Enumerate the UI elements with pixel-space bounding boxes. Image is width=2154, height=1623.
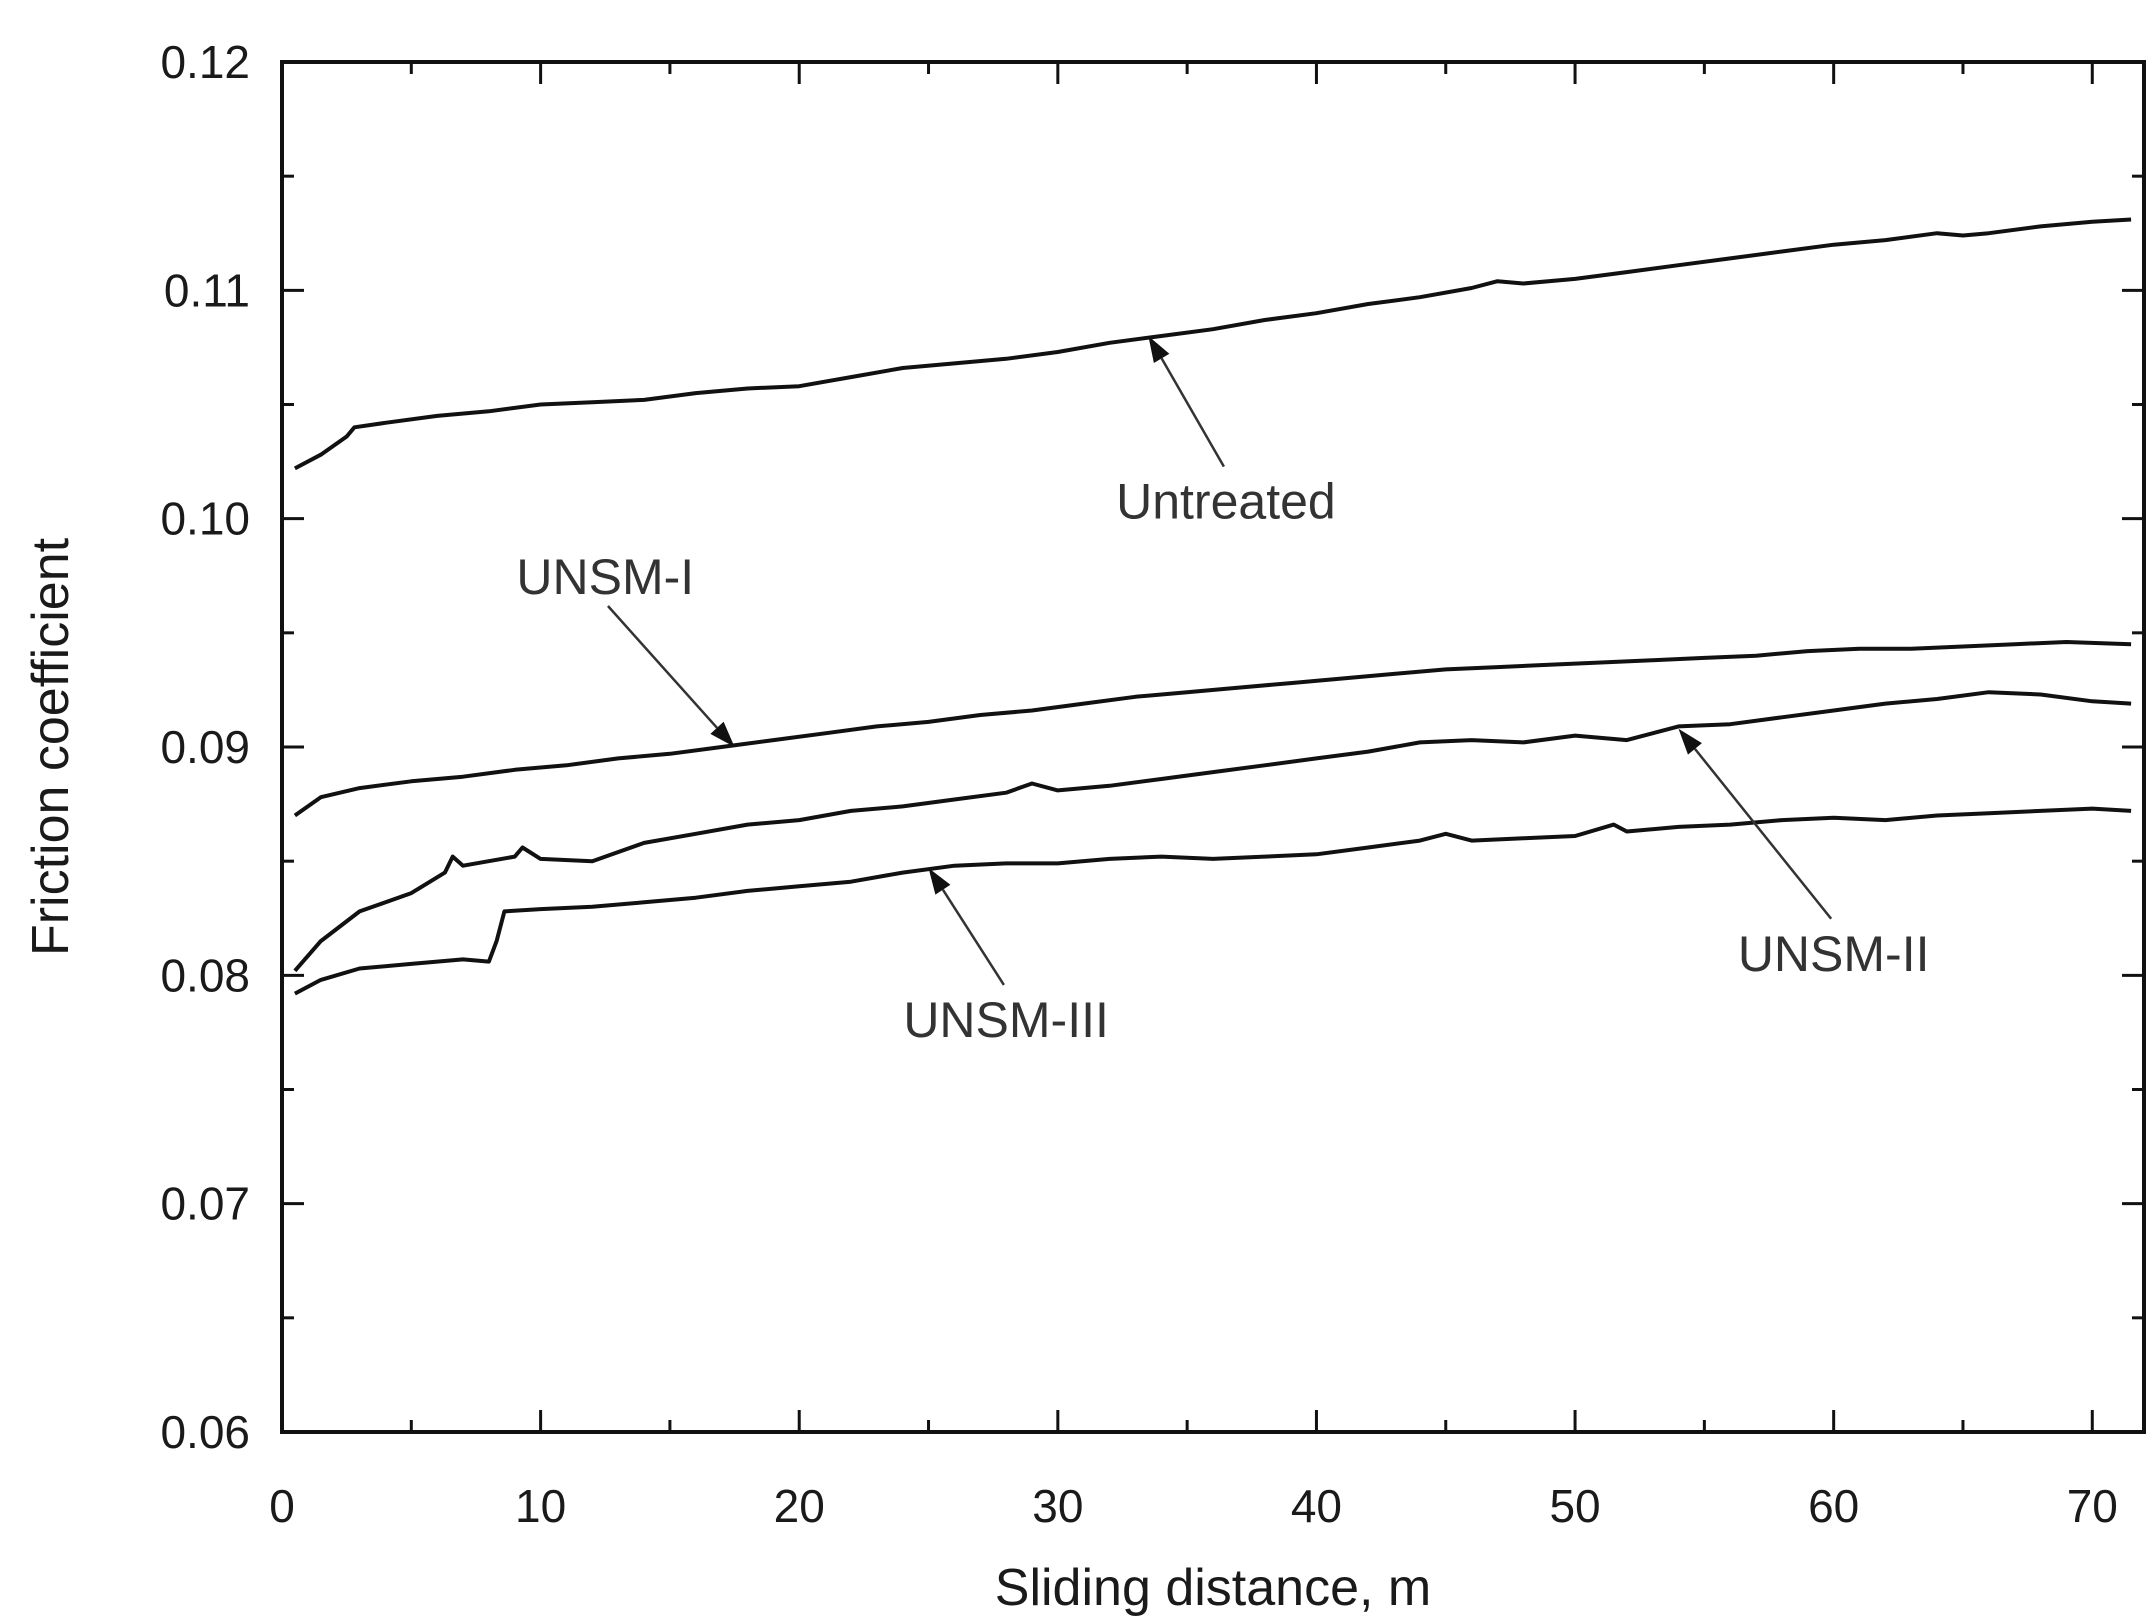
annotation-arrowhead [928,868,951,895]
y-tick-label: 0.09 [160,721,250,773]
annotation-label: UNSM-II [1738,926,1930,982]
annotation-arrow [607,605,718,729]
annotation-arrow [1160,357,1225,468]
annotation-arrowhead [1148,336,1170,363]
x-tick-label: 10 [515,1480,566,1532]
series-lines [293,217,2132,996]
series-line-unsm-ii [293,690,2132,973]
y-tick-label: 0.06 [160,1406,250,1458]
annotation-arrow [1693,748,1833,920]
x-tick-label: 30 [1032,1480,1083,1532]
x-tick-label: 40 [1291,1480,1342,1532]
x-tick-label: 60 [1808,1480,1859,1532]
annotation-arrow [941,889,1005,986]
annotation-label: UNSM-III [903,992,1109,1048]
y-tick-label: 0.11 [164,264,250,316]
annotation-arrowhead [710,721,735,747]
annotation-label: UNSM-I [516,549,694,605]
x-tick-label: 20 [774,1480,825,1532]
x-tick-label: 50 [1549,1480,1600,1532]
y-tick-label: 0.08 [160,949,250,1001]
x-tick-label: 0 [269,1480,295,1532]
x-tick-label: 70 [2067,1480,2118,1532]
series-line-untreated [293,217,2132,471]
x-axis-label: Sliding distance, m [995,1559,1431,1617]
series-line-unsm-iii [293,806,2132,996]
y-tick-label: 0.07 [160,1178,250,1230]
annotations: Untreated UNSM-I UNSM-II UNSM-III [516,336,1929,1048]
y-tick-label: 0.12 [160,36,250,88]
plot-frame [280,60,2146,1434]
series-line-unsm-i [293,640,2132,818]
y-tick-label: 0.10 [160,493,250,545]
y-axis-label: Friction coefficient [22,537,80,956]
annotation-label: Untreated [1116,474,1336,530]
axis-ticks: 0 10 20 30 40 50 60 70 0.06 0.07 0.08 0.09 0.10 0.11 0… [160,36,2144,1532]
annotation-arrowhead [1678,728,1702,755]
